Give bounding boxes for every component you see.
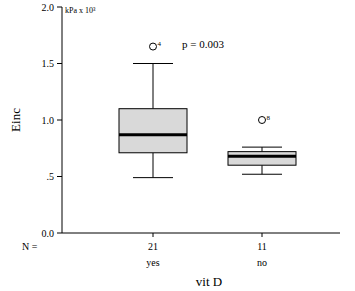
whisker-upper	[153, 64, 154, 109]
count-label: 21	[148, 241, 158, 252]
whisker-cap-upper	[242, 147, 282, 148]
whisker-lower	[262, 165, 263, 174]
boxes	[119, 43, 296, 178]
median	[228, 155, 296, 158]
outlier-label: 4	[158, 40, 162, 48]
whisker-upper	[262, 147, 263, 152]
outlier	[150, 43, 157, 50]
y-tick	[57, 7, 62, 8]
box	[228, 152, 296, 166]
whisker-cap-upper	[133, 63, 173, 64]
y-tick	[57, 63, 62, 64]
counts-label: N =	[22, 241, 38, 252]
x-tick-label: no	[257, 257, 267, 268]
x-tick	[153, 233, 154, 237]
outlier-label: 8	[267, 114, 271, 122]
y-unit: kPa x 10³	[65, 6, 96, 15]
whisker-lower	[153, 153, 154, 178]
count-label: 11	[257, 241, 267, 252]
outlier	[259, 117, 266, 124]
y-tick-label: .5	[47, 171, 55, 182]
x-axis-label: vit D	[196, 274, 222, 289]
whisker-cap-lower	[133, 177, 173, 178]
median	[119, 133, 187, 136]
y-axis-label: Einc	[8, 108, 23, 132]
y-tick	[57, 233, 62, 234]
x-tick-label: yes	[146, 257, 159, 268]
annotation: p = 0.003	[182, 38, 224, 50]
x-tick	[262, 233, 263, 237]
y-tick-label: 2.0	[42, 2, 55, 13]
x-axis	[62, 233, 340, 234]
box	[119, 109, 187, 153]
y-tick-label: 1.5	[42, 58, 55, 69]
page: {"chart_data": { "type": "box", "ylabel"…	[0, 0, 355, 291]
chart-svg: 0.0.51.01.52.0kPa x 10³Eincp = 0.00348N …	[0, 0, 355, 291]
whisker-cap-lower	[242, 174, 282, 175]
outlier-labels: 48	[158, 40, 271, 121]
y-tick	[57, 176, 62, 177]
y-tick-label: 0.0	[42, 228, 55, 239]
chart-container: 0.0.51.01.52.0kPa x 10³Eincp = 0.00348N …	[0, 0, 355, 291]
y-tick-label: 1.0	[42, 115, 55, 126]
y-tick	[57, 120, 62, 121]
